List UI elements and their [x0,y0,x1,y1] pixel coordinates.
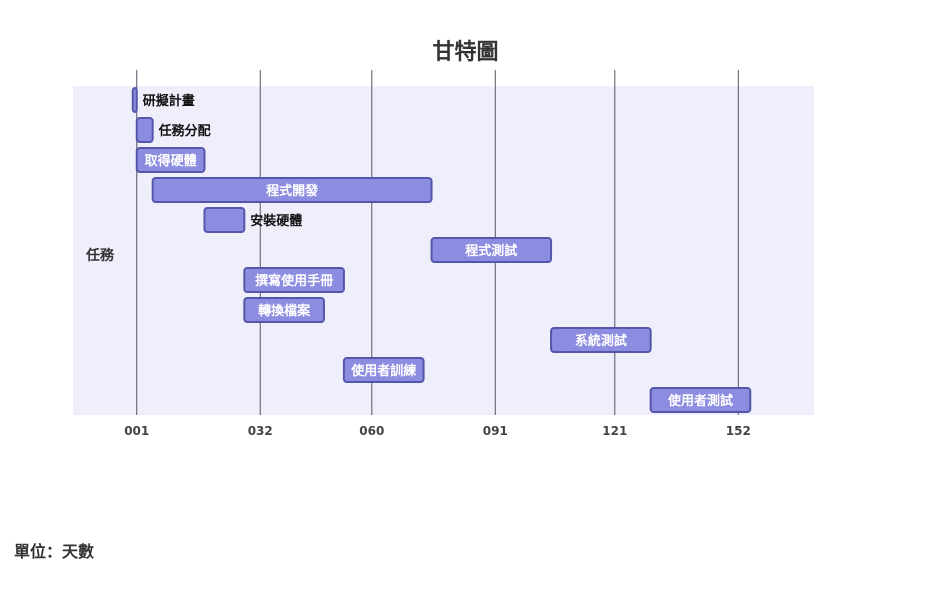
x-tick-label: 091 [483,424,508,438]
gantt-bar-label: 取得硬體 [145,153,197,169]
gantt-bar-label: 使用者訓練 [350,363,416,379]
y-axis-label: 任務 [86,248,114,264]
gantt-bar [135,117,154,143]
x-axis-ticks: 001 032 060 091 121 152 [124,424,751,438]
gantt-bar [550,327,652,353]
gantt-bar [131,87,138,113]
gantt-bar [243,297,325,323]
gantt-bar-label: 使用者測試 [667,393,733,409]
gantt-bar [342,357,425,383]
gantt-bar [151,177,433,203]
gantt-bar [203,207,246,233]
gantt-bar [430,237,553,263]
gantt-bar [243,267,345,293]
x-tick-label: 001 [124,424,149,438]
gantt-bar-label: 安裝硬體 [250,213,302,229]
x-tick-label: 032 [248,424,273,438]
unit-note: 單位：天數 [14,542,95,561]
gantt-bar-label: 任務分配 [158,123,211,139]
bar-layer: 研擬計畫任務分配取得硬體程式開發安裝硬體程式測試撰寫使用手冊轉換檔案系統測試使用… [131,87,752,413]
gantt-bar-label: 程式開發 [266,183,318,199]
gantt-bar-label: 研擬計畫 [143,93,195,109]
gantt-bar [135,147,206,173]
x-tick-label: 060 [359,424,384,438]
gantt-bar-label: 程式測試 [465,243,517,259]
gantt-bar-label: 系統測試 [575,333,627,349]
gantt-bar-label: 轉換檔案 [258,303,311,319]
x-tick-label: 121 [602,424,627,438]
x-tick-label: 152 [726,424,751,438]
chart-title: 甘特圖 [432,40,499,65]
gantt-bar-label: 撰寫使用手冊 [255,273,333,289]
gantt-bar [649,387,752,413]
